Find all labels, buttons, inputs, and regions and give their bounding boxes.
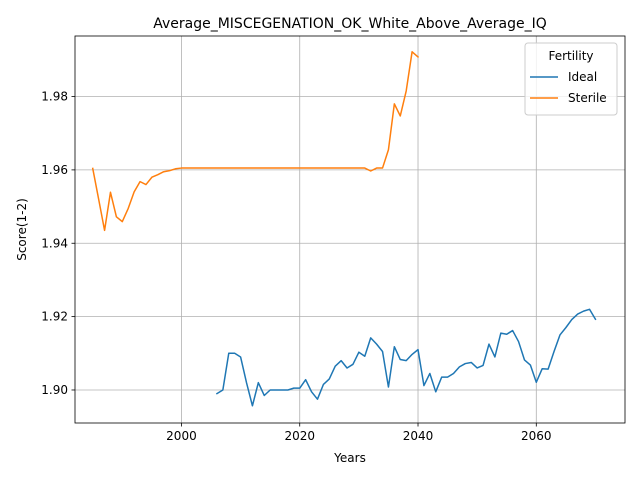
legend-title: Fertility — [548, 49, 593, 63]
x-tick-label: 2060 — [521, 429, 552, 443]
legend-label-ideal: Ideal — [568, 70, 597, 84]
chart-title: Average_MISCEGENATION_OK_White_Above_Ave… — [153, 16, 547, 32]
legend: Fertility Ideal Sterile — [524, 42, 618, 116]
y-tick-label: 1.94 — [41, 236, 68, 250]
series-line-sterile — [91, 51, 420, 232]
x-tick-label: 2000 — [166, 429, 197, 443]
series-lines — [91, 51, 597, 407]
series-line-ideal — [215, 308, 597, 407]
x-axis-label: Years — [333, 451, 366, 465]
y-tick-label: 1.92 — [41, 310, 68, 324]
x-axis-ticks: 2000 2020 2040 2060 — [166, 423, 552, 443]
y-axis-label: Score(1-2) — [15, 198, 29, 261]
y-tick-label: 1.90 — [41, 383, 68, 397]
y-tick-label: 1.96 — [41, 163, 68, 177]
y-tick-label: 1.98 — [41, 90, 68, 104]
y-axis-ticks: 1.90 1.92 1.94 1.96 1.98 — [41, 90, 75, 397]
plot-frame — [74, 35, 626, 424]
legend-label-sterile: Sterile — [568, 91, 607, 105]
legend-box — [524, 42, 618, 116]
x-tick-label: 2040 — [403, 429, 434, 443]
x-tick-label: 2020 — [284, 429, 315, 443]
